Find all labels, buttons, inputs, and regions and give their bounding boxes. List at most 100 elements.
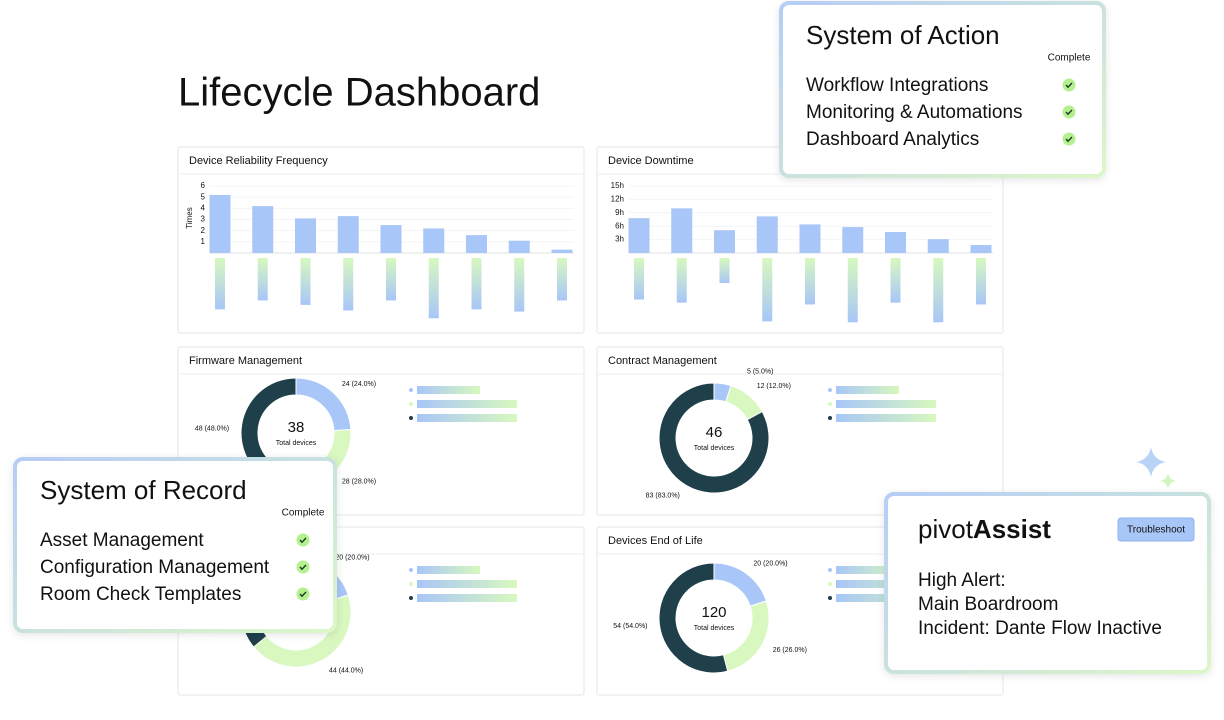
alert-line: Main Boardroom <box>918 594 1058 615</box>
sparkle-icon <box>1160 473 1176 489</box>
lower-bar <box>215 258 225 310</box>
bar <box>628 218 650 253</box>
alert-line: Incident: Dante Flow Inactive <box>918 618 1162 639</box>
bar <box>756 216 778 253</box>
slice-label: 48 (48.0%) <box>195 426 229 433</box>
lower-bar <box>300 258 311 305</box>
slice-label: 20 (20.0%) <box>753 561 787 568</box>
y-tick-label: 12h <box>611 195 624 204</box>
legend-dot <box>409 416 413 420</box>
check-mark <box>1065 82 1073 89</box>
y-tick-label: 9h <box>615 208 624 217</box>
check-icon <box>1062 132 1076 146</box>
panel-title: Devices End of Life <box>608 535 703 547</box>
lower-bar <box>471 258 482 310</box>
legend-dot <box>828 416 832 420</box>
legend-dot <box>409 388 413 392</box>
lower-bar <box>386 258 396 301</box>
title-prefix: pivot <box>918 514 974 544</box>
troubleshoot-label[interactable]: Troubleshoot <box>1127 525 1185 536</box>
card-title: System of Record <box>40 475 247 505</box>
donut-total-label: Total devices <box>276 440 317 447</box>
donut-total-label: Total devices <box>694 445 735 452</box>
bar <box>295 218 316 253</box>
bar <box>714 230 735 253</box>
sparkle-icon <box>1136 447 1166 477</box>
checklist-item: Room Check Templates <box>40 584 241 605</box>
y-tick-label: 6h <box>615 221 624 230</box>
lower-bar <box>805 258 815 305</box>
bar <box>842 227 864 253</box>
legend-dot <box>828 596 832 600</box>
check-mark <box>299 537 307 544</box>
bar <box>423 228 445 253</box>
legend-bar <box>417 566 480 574</box>
slice-label: 28 (28.0%) <box>342 479 376 486</box>
y-tick-label: 2 <box>201 226 206 235</box>
slice-label: 44 (44.0%) <box>329 668 363 675</box>
check-icon <box>1062 78 1076 92</box>
donut-total: 120 <box>701 604 726 621</box>
status-label: Complete <box>1048 53 1091 64</box>
lower-bar <box>976 258 986 305</box>
bar <box>380 225 402 253</box>
y-tick-label: 15h <box>611 181 624 190</box>
troubleshoot-button[interactable] <box>1117 517 1195 542</box>
slice-label: 24 (24.0%) <box>342 381 376 388</box>
legend-bar <box>417 580 517 588</box>
bar <box>885 232 906 253</box>
panel-title: Device Downtime <box>608 155 694 167</box>
slice-label: 5 (5.0%) <box>747 369 773 376</box>
check-icon <box>296 533 310 547</box>
check-mark <box>299 591 307 598</box>
lower-bar <box>557 258 567 301</box>
checklist-item: Dashboard Analytics <box>806 129 979 150</box>
lower-bar <box>933 258 944 323</box>
slice-label: 83 (83.0%) <box>646 493 680 500</box>
panel-title: Firmware Management <box>189 355 302 367</box>
check-mark <box>1065 136 1073 143</box>
lower-bar <box>257 258 268 301</box>
bar <box>799 224 821 253</box>
bar <box>671 208 693 253</box>
donut-total: 46 <box>706 424 723 441</box>
lower-bar <box>514 258 525 312</box>
overlay-card <box>13 457 337 633</box>
slice-label: 20 (20.0%) <box>335 555 369 562</box>
bar <box>466 235 487 253</box>
bar <box>252 206 274 253</box>
legend-dot <box>409 402 413 406</box>
donut-total: 38 <box>288 419 305 436</box>
lower-bar <box>428 258 439 319</box>
checklist-item: Asset Management <box>40 530 204 551</box>
y-axis-label: Times <box>185 207 194 228</box>
title-emphasis: Assist <box>973 514 1051 544</box>
y-tick-label: 4 <box>201 203 206 212</box>
lower-bar <box>847 258 858 323</box>
panel-title: Device Reliability Frequency <box>189 155 328 167</box>
lower-bar <box>719 258 730 284</box>
bar <box>508 240 530 253</box>
check-icon <box>1062 105 1076 119</box>
check-mark <box>299 564 307 571</box>
alert-line: High Alert: <box>918 570 1006 591</box>
legend-bar <box>417 386 480 394</box>
donut-total-label: Total devices <box>694 625 735 632</box>
slice-label: 12 (12.0%) <box>757 383 791 390</box>
legend-dot <box>409 596 413 600</box>
y-tick-label: 6 <box>201 181 206 190</box>
checklist-item: Workflow Integrations <box>806 75 988 96</box>
y-tick-label: 5 <box>201 192 206 201</box>
check-icon <box>296 560 310 574</box>
legend-dot <box>828 402 832 406</box>
bar <box>209 194 231 253</box>
legend-bar <box>417 400 517 408</box>
y-tick-label: 1 <box>201 237 206 246</box>
y-tick-label: 3h <box>615 235 624 244</box>
overlay-card <box>779 1 1106 178</box>
checklist-item: Monitoring & Automations <box>806 102 1023 123</box>
y-tick-label: 3 <box>201 215 206 224</box>
slice-label: 54 (54.0%) <box>613 623 647 630</box>
panel-title: Contract Management <box>608 355 717 367</box>
lower-bar <box>762 258 773 322</box>
